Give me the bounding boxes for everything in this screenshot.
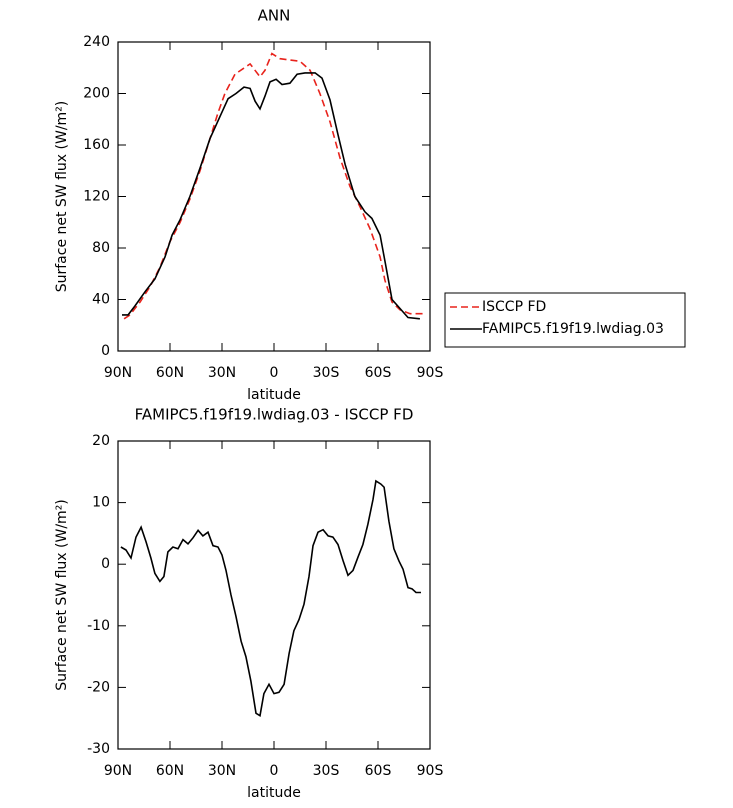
y-tick-label: 10 [92, 495, 110, 511]
y-tick-label: 0 [101, 556, 110, 572]
x-tick-label: 60N [156, 365, 184, 381]
chart-title: ANN [258, 7, 291, 25]
y-tick-label: 20 [92, 433, 110, 449]
y-axis-label: Surface net SW flux (W/m²) [54, 499, 70, 691]
x-tick-label: 30S [313, 763, 340, 779]
y-tick-label: 200 [83, 86, 110, 102]
series-line [122, 72, 420, 320]
y-tick-label: 160 [83, 137, 110, 153]
plot-frame [117, 41, 431, 352]
series-line [120, 479, 421, 717]
chart-title: FAMIPC5.f19f19.lwdiag.03 - ISCCP FD [135, 406, 414, 424]
y-tick-label: -10 [87, 618, 110, 634]
y-tick-label: -30 [87, 741, 110, 757]
x-tick-label: 90S [417, 365, 444, 381]
y-tick-label: -20 [87, 679, 110, 695]
x-axis-label: latitude [247, 387, 301, 403]
y-axis-label: Surface net SW flux (W/m²) [54, 101, 70, 293]
x-axis-label: latitude [247, 785, 301, 801]
x-tick-label: 90S [417, 763, 444, 779]
x-tick-label: 90N [104, 365, 132, 381]
legend-box [444, 292, 686, 348]
x-tick-label: 30N [208, 763, 236, 779]
series-line [123, 52, 425, 320]
x-tick-label: 0 [270, 763, 279, 779]
x-tick-label: 90N [104, 763, 132, 779]
x-tick-label: 60S [365, 763, 392, 779]
x-tick-label: 60N [156, 763, 184, 779]
y-tick-label: 240 [83, 34, 110, 50]
y-tick-label: 0 [101, 343, 110, 359]
x-tick-label: 60S [365, 365, 392, 381]
legend-label: FAMIPC5.f19f19.lwdiag.03 [482, 321, 664, 337]
y-tick-label: 40 [92, 292, 110, 308]
x-tick-label: 30N [208, 365, 236, 381]
y-tick-label: 120 [83, 189, 110, 205]
y-tick-label: 80 [92, 240, 110, 256]
x-tick-label: 0 [270, 365, 279, 381]
x-tick-label: 30S [313, 365, 340, 381]
legend-label: ISCCP FD [482, 299, 546, 315]
